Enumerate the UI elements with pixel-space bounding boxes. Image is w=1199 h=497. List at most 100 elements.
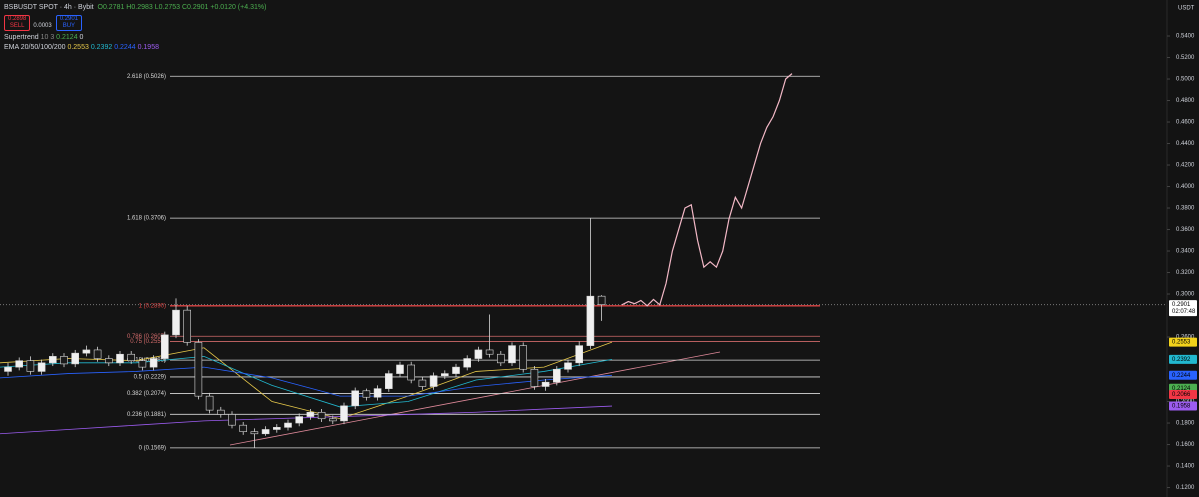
candle-body	[306, 411, 315, 417]
price-tag-label: 0.1958	[1172, 404, 1191, 410]
indicator-value: 0.1958	[137, 44, 159, 51]
candle-body	[452, 366, 460, 374]
sell-label: SELL	[9, 23, 25, 29]
trade-buttons: 0.2898 SELL 0.00030.2901 BUY	[4, 15, 266, 31]
spread: 0.0003	[33, 23, 52, 29]
buy-button[interactable]: 0.2901 BUY	[55, 15, 83, 31]
sell-price: 0.2898	[8, 16, 27, 22]
candle-body	[575, 345, 584, 364]
ema-line	[0, 341, 613, 420]
candle-body	[362, 390, 371, 398]
price-tag	[1169, 300, 1197, 317]
indicator-value: 0.2124	[56, 34, 78, 41]
candle-body	[250, 431, 259, 435]
indicator-name: Supertrend	[4, 34, 39, 41]
candle-body	[407, 364, 416, 381]
fib-label: 1 (0.2890)	[139, 303, 166, 309]
symbol-row: BSBUSDT SPOT · 4h · Bybit O0.2781 H0.298…	[4, 3, 266, 13]
price-tag-label: 0.2392	[1172, 357, 1191, 363]
price-tag-label: 0.2244	[1172, 373, 1191, 379]
y-tick-label: 0.3400	[1176, 249, 1195, 255]
fib-label: 2.618 (0.5026)	[127, 74, 166, 80]
candle-body	[149, 358, 158, 368]
candle-body	[508, 345, 516, 364]
y-tick-label: 0.5200	[1176, 55, 1195, 61]
ema-legend[interactable]: EMA 20/50/100/200 0.2553 0.2392 0.2244 0…	[4, 43, 266, 53]
fib-label: 0.5 (0.2229)	[134, 374, 166, 380]
candle-body	[48, 356, 57, 364]
price-tag-label: 0.2066	[1172, 392, 1191, 398]
candle-body	[496, 353, 505, 364]
candle-body	[597, 295, 606, 305]
candle-body	[564, 362, 572, 370]
candle-body	[317, 411, 326, 420]
candle-body	[26, 360, 35, 372]
candle-body	[373, 388, 382, 398]
header: BSBUSDT SPOT · 4h · Bybit O0.2781 H0.298…	[4, 3, 266, 53]
y-tick-label: 0.5400	[1176, 34, 1195, 40]
candle-body	[105, 358, 113, 364]
sell-button[interactable]: 0.2898 SELL	[4, 15, 31, 31]
indicator-name: EMA 20/50/100/200	[4, 44, 66, 51]
currency[interactable]: USDT	[1178, 6, 1195, 12]
y-tick-label: 0.3800	[1176, 206, 1195, 212]
candle-body	[71, 352, 79, 365]
candle-body	[138, 360, 147, 368]
buy-label: BUY	[62, 23, 76, 29]
price-tag-label: 0.2553	[1172, 340, 1191, 346]
fib-label: 0.618 (0.2385)	[127, 358, 166, 364]
candle-body	[116, 353, 124, 364]
trendline	[229, 351, 721, 446]
candle-body	[474, 349, 483, 359]
y-tick-label: 0.1600	[1176, 442, 1195, 448]
candle-body	[127, 353, 135, 361]
candle-body	[228, 414, 236, 426]
indicator-value: 0	[79, 34, 84, 41]
candle-body	[530, 368, 539, 387]
indicator-params: 10 3	[40, 34, 55, 41]
candle-body	[340, 405, 348, 422]
price-tag	[1169, 370, 1197, 380]
ema-line	[0, 366, 613, 397]
y-tick-label: 0.4600	[1176, 120, 1195, 126]
candle-body	[172, 309, 180, 336]
projection-line	[621, 73, 793, 307]
candle-body	[60, 356, 68, 365]
fib-label: 0.382 (0.2074)	[127, 391, 166, 397]
candle-body	[351, 390, 360, 407]
candle-body	[519, 345, 528, 370]
price-tag	[1169, 401, 1197, 411]
ema-line	[0, 405, 613, 435]
candle-body	[93, 349, 102, 359]
y-tick-label: 0.3200	[1176, 270, 1195, 276]
fib-label: 0.236 (0.1881)	[127, 412, 166, 418]
candle-body	[440, 373, 449, 377]
fib-label: 0.75 (0.2559)	[130, 339, 166, 345]
candle-body	[552, 368, 561, 383]
y-tick-label: 0.3000	[1176, 292, 1195, 298]
y-tick-label: 0.1800	[1176, 421, 1195, 427]
candle-body	[82, 349, 91, 354]
y-tick-label: 0.4200	[1176, 163, 1195, 169]
price-tag-label: 0.2901	[1172, 302, 1191, 308]
candle-body	[284, 422, 292, 428]
candle-body	[37, 362, 46, 372]
candle-body	[586, 295, 595, 346]
candle-body	[396, 364, 404, 374]
candle-body	[217, 409, 225, 415]
candle-body	[183, 309, 191, 343]
fib-label: 1.618 (0.3706)	[127, 216, 166, 222]
supertrend-legend[interactable]: Supertrend 10 3 0.2124 0	[4, 33, 266, 43]
y-tick-label: 0.4800	[1176, 98, 1195, 104]
candle-body	[429, 375, 438, 387]
price-tag	[1169, 337, 1197, 347]
buy-price: 0.2901	[59, 16, 79, 22]
candle-body	[384, 373, 393, 389]
y-tick-label: 0.4000	[1176, 184, 1195, 190]
candle-body	[4, 366, 12, 372]
symbol[interactable]: BSBUSDT SPOT · 4h · Bybit	[4, 4, 94, 11]
candle-body	[485, 349, 494, 355]
ohlc: O0.2781 H0.2983 L0.2753 C0.2901 +0.0120 …	[97, 4, 267, 11]
